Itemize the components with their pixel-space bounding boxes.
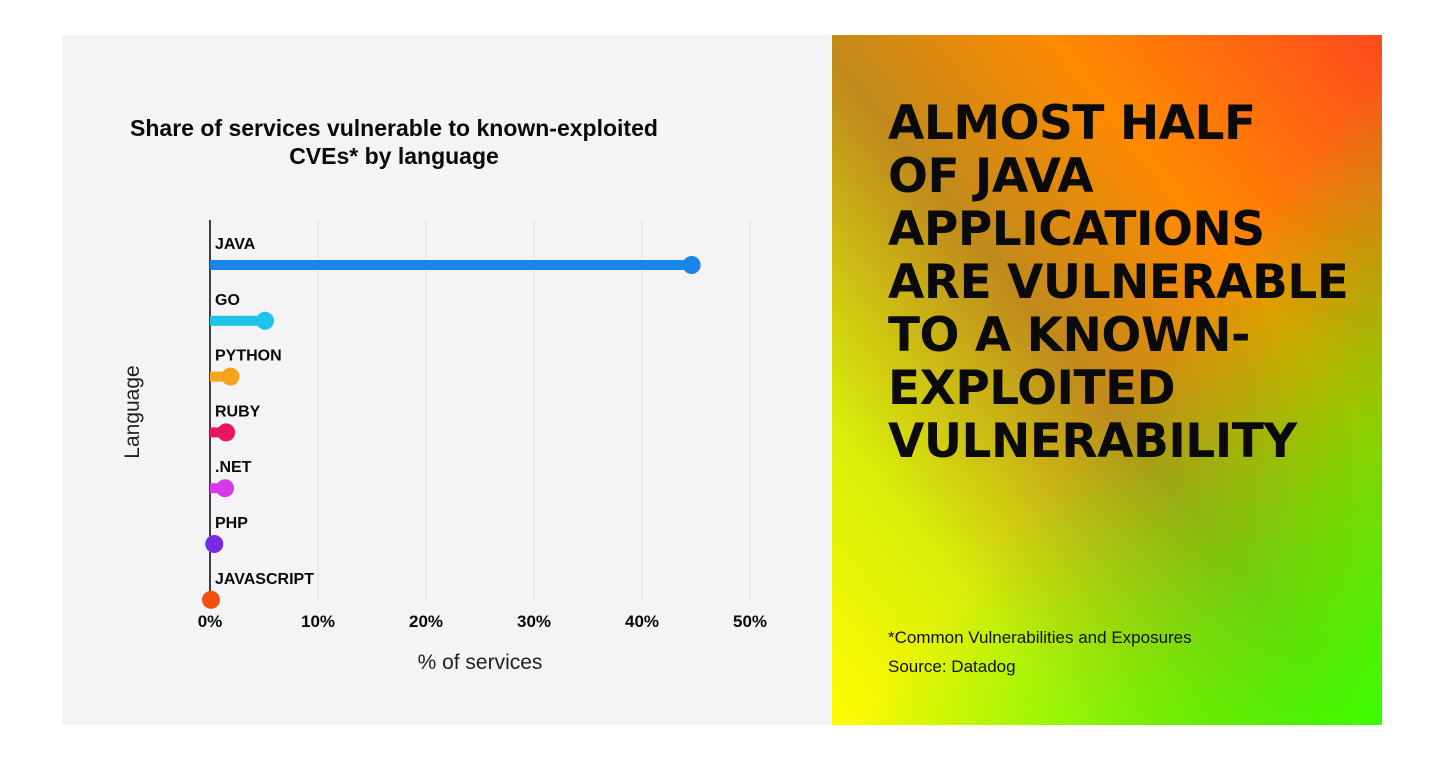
category-label: RUBY	[215, 403, 261, 420]
bar-end-dot	[202, 590, 220, 609]
headline: ALMOST HALF OF JAVA APPLICATIONS ARE VUL…	[888, 97, 1358, 468]
x-axis-label: % of services	[418, 651, 543, 674]
bar	[210, 315, 264, 326]
bar-end-dot	[205, 535, 224, 553]
x-tick-label: 50%	[733, 612, 767, 631]
bar	[210, 371, 230, 382]
headline-line: ARE VULNERABLE	[888, 255, 1349, 310]
chart-title: CVEs* by language	[289, 143, 499, 169]
category-label: .NET	[215, 459, 252, 476]
source-credit: Source: Datadog	[888, 657, 1016, 676]
category-label: PHP	[215, 515, 248, 532]
headline-line: APPLICATIONS	[888, 202, 1265, 257]
y-axis-label: Language	[121, 365, 144, 458]
bar-end-dot	[682, 256, 701, 274]
x-tick-label: 30%	[517, 612, 551, 631]
headline-line: OF JAVA	[888, 149, 1094, 204]
x-tick-label: 0%	[198, 612, 223, 631]
headline-panel: ALMOST HALF OF JAVA APPLICATIONS ARE VUL…	[832, 35, 1382, 725]
cve-definition: *Common Vulnerabilities and Exposures	[888, 628, 1192, 647]
category-label: GO	[215, 292, 240, 309]
bar-chart: Share of services vulnerable to known-ex…	[121, 115, 767, 674]
chart-title: Share of services vulnerable to known-ex…	[130, 115, 658, 141]
chart-panel: Share of services vulnerable to known-ex…	[62, 35, 832, 725]
category-label: PYTHON	[215, 348, 282, 365]
bar	[210, 260, 691, 270]
bar-end-dot	[216, 479, 235, 498]
footnote: *Common Vulnerabilities and Exposures So…	[888, 623, 1192, 681]
headline-line: VULNERABILITY	[888, 414, 1297, 469]
x-tick-label: 40%	[625, 612, 659, 631]
category-label: JAVA	[215, 236, 256, 253]
x-tick-label: 10%	[301, 612, 335, 631]
x-tick-label: 20%	[409, 612, 443, 631]
headline-line: TO A KNOWN-	[888, 308, 1251, 363]
category-label: JAVASCRIPT	[215, 571, 314, 588]
headline-line: EXPLOITED	[888, 361, 1176, 416]
bar-end-dot	[256, 311, 274, 330]
headline-line: ALMOST HALF	[888, 96, 1256, 151]
bar-end-dot	[221, 367, 240, 386]
bar-end-dot	[217, 423, 236, 442]
